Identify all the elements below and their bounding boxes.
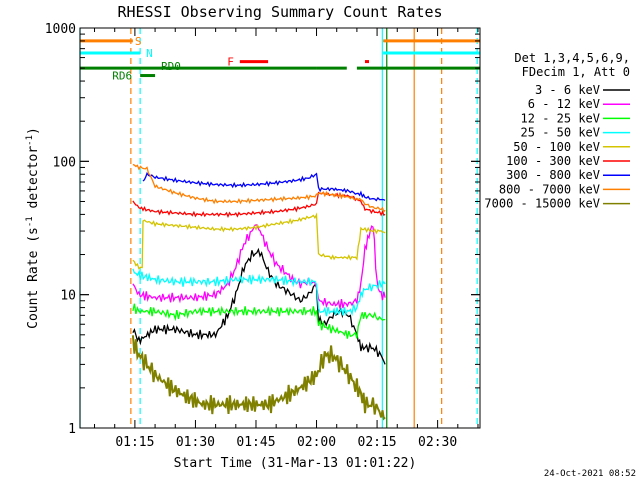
flag-bar-label: RD6 [112,70,132,83]
series-line [131,335,386,421]
x-tick-label: 02:30 [418,435,457,450]
series-line [132,224,386,309]
y-axis-label-sup: -1 [25,216,35,227]
series-lines [131,163,386,421]
x-axis-label: Start Time (31-Mar-13 01:01:22) [174,456,417,471]
vertical-markers [79,28,478,428]
y-axis-label: Count Rate (s-1 detector-1) [25,127,41,329]
legend-header-line: FDecim 1, Att 0 [522,65,630,79]
y-axis-label-part: ) [26,127,41,135]
legend-entry-label: 800 - 7000 keV [499,182,600,196]
x-tick-label: 01:15 [115,435,154,450]
legend-entry-label: 25 - 50 keV [521,126,600,140]
x-tick-label: 02:15 [358,435,397,450]
series-line [132,212,386,270]
x-tick-label: 01:45 [236,435,275,450]
series-line [132,191,386,219]
flag-bar-label: N [146,47,153,60]
x-tick-label: 02:00 [297,435,336,450]
legend: Det 1,3,4,5,6,9, FDecim 1, Att 0 3 - 6 k… [484,51,630,211]
flag-bars: SN F RD0 RD6 [80,35,480,83]
legend-entry-label: 7000 - 15000 keV [484,197,600,211]
legend-entry-label: 12 - 25 keV [521,111,600,125]
y-axis-ticks: 1 10 100 1000 [45,22,480,437]
plot-frame [79,27,481,429]
legend-entry-label: 100 - 300 keV [506,154,600,168]
x-axis-ticks: 01:15 01:30 01:45 02:00 02:15 02:30 [94,28,479,450]
series-line [132,163,386,213]
flag-bar-label: RD0 [161,60,181,73]
series-line [132,268,386,317]
chart-title: RHESSI Observing Summary Count Rates [117,3,442,21]
y-tick-label: 10 [60,289,76,304]
legend-entry-label: 3 - 6 keV [535,83,600,97]
series-line [132,247,386,365]
y-tick-label: 1000 [45,22,76,37]
y-tick-label: 1 [68,422,76,437]
series-line [132,303,386,339]
legend-entry-label: 6 - 12 keV [528,97,600,111]
y-axis-label-part: Count Rate (s [26,227,41,329]
x-tick-label: 01:30 [176,435,215,450]
legend-entry-label: 300 - 800 keV [506,168,600,182]
timestamp: 24-Oct-2021 08:52 [544,469,636,479]
legend-header-line: Det 1,3,4,5,6,9, [514,51,630,65]
y-axis-label-part: detector [26,146,41,217]
flag-bar-label: F [227,56,234,69]
flag-bar-label: S [135,35,142,48]
y-axis-label-sup: -1 [25,135,35,146]
series-line [142,171,386,202]
y-tick-label: 100 [53,155,76,170]
legend-entry-label: 50 - 100 keV [513,140,600,154]
